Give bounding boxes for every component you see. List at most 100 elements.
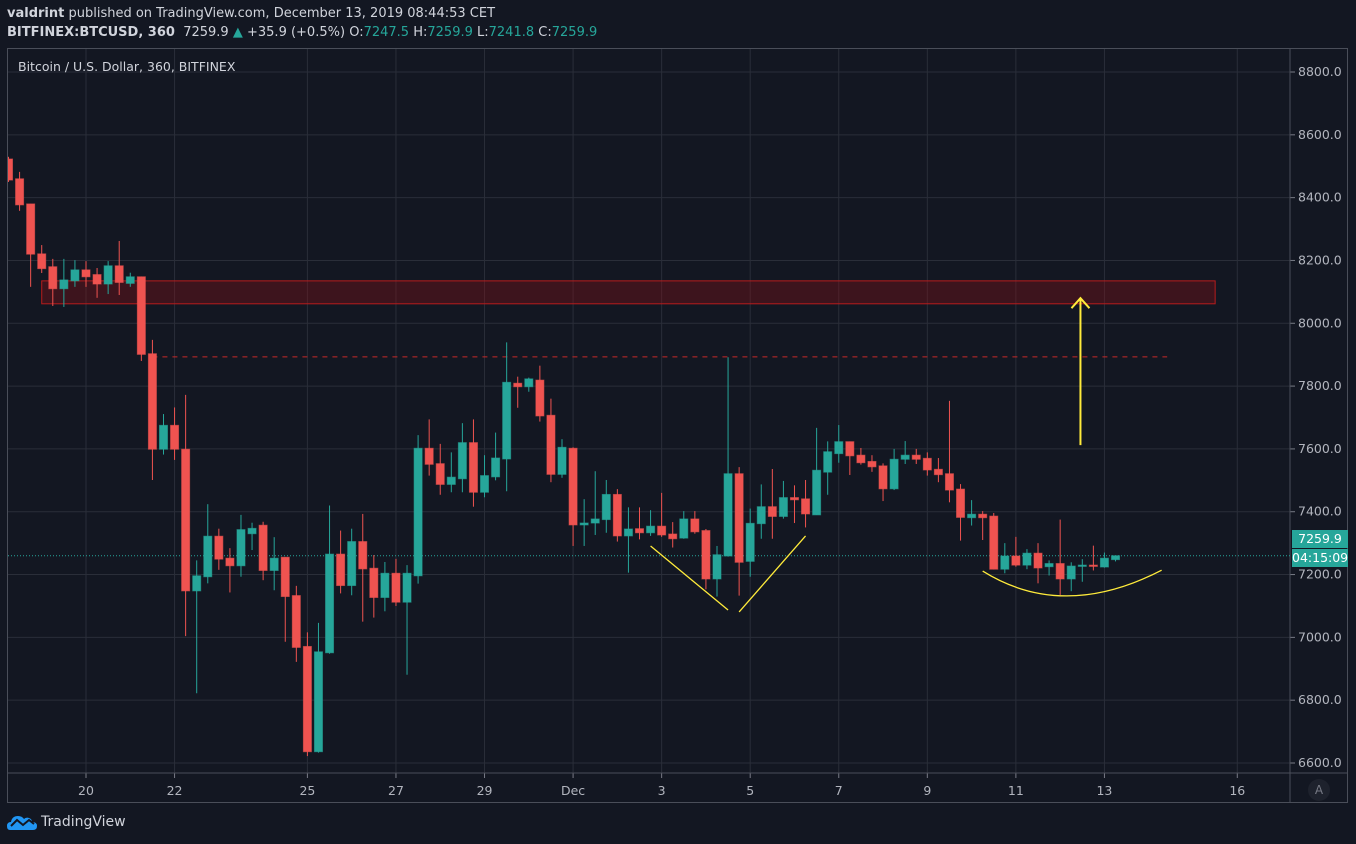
candle [125,276,135,284]
candle [236,529,246,567]
price-tick-label: 6600.0 [1298,755,1342,770]
author[interactable]: valdrint [7,6,65,21]
candle [767,506,777,517]
candle [26,203,36,255]
publish-text: published on TradingView.com, December 1… [64,6,496,21]
time-tick-label: 7 [835,783,843,798]
open-label: O: [349,25,364,40]
candle [989,515,999,570]
open-value: 7247.5 [363,25,410,40]
current-price-label: 7259.9 [1292,530,1348,548]
candle [1000,555,1010,570]
high-value: 7259.9 [427,25,473,40]
candle [347,541,357,587]
candle [922,457,932,471]
time-tick-label: 13 [1096,783,1112,798]
candle [546,414,556,475]
candle [956,488,966,518]
price-tick-label: 7000.0 [1298,629,1342,644]
arrow-head-icon [1070,296,1091,309]
symbol-info: BITFINEX:BTCUSD, 360 7259.9 ▲ +35.9 (+0.… [7,25,597,40]
time-tick-label: 20 [78,783,94,798]
candle [280,556,290,598]
high-label: H: [413,25,428,40]
footer-brand[interactable]: TradingView [7,813,126,831]
candle [336,553,346,587]
candle [8,158,14,181]
time-tick-label: Dec [561,783,585,798]
price-tick-label: 8600.0 [1298,127,1342,142]
candle [524,378,534,388]
price-tick-label: 7800.0 [1298,378,1342,393]
candle [413,447,423,577]
candle [646,525,656,534]
candle [856,454,866,464]
candle [557,446,567,475]
plot-area[interactable] [5,156,1290,757]
candle [668,533,678,540]
candle [878,465,888,490]
change: +35.9 (+0.5%) [247,25,346,40]
up-triangle-icon: ▲ [232,25,243,40]
chart-title: Bitcoin / U.S. Dollar, 360, BITFINEX [18,59,236,74]
candle [867,460,877,468]
candle [579,522,589,526]
candle [1022,552,1032,566]
brand-name: TradingView [41,814,126,830]
bar-countdown: 04:15:09 [1292,549,1349,567]
time-tick-label: 3 [658,783,666,798]
time-tick-label: 27 [388,783,404,798]
candle [457,442,467,480]
candle [701,530,711,580]
price-tick-label: 8200.0 [1298,252,1342,267]
candle [679,518,689,539]
publish-info: valdrint published on TradingView.com, D… [7,6,495,21]
candle [70,269,80,282]
candle [590,518,600,524]
candle [103,265,113,285]
candle [778,497,788,517]
candle [612,493,622,537]
low-value: 7241.8 [488,25,535,40]
candle [1088,564,1098,567]
candle [48,266,58,290]
candle [214,535,224,560]
candle [535,379,545,417]
candle [789,497,799,501]
candle [269,557,279,571]
auto-scale-button[interactable]: A [1308,779,1330,801]
candle [358,541,368,570]
close-value: 7259.9 [551,25,598,40]
candle [513,382,523,388]
candle [247,527,257,535]
price-tick-label: 8400.0 [1298,190,1342,205]
candle [170,424,180,450]
candle [944,473,954,491]
candle [1033,552,1043,569]
price-tick-label: 8000.0 [1298,315,1342,330]
candle [468,442,478,493]
price-tick-label: 6800.0 [1298,692,1342,707]
symbol: BITFINEX:BTCUSD, 360 [7,25,175,40]
candle [181,448,191,592]
candle [801,498,811,515]
candle [446,476,456,485]
price-tick-label: 7600.0 [1298,441,1342,456]
candle [834,441,844,455]
candle [369,567,379,598]
candle [491,457,501,478]
tradingview-cloud-icon [7,816,37,830]
candle [1066,565,1076,580]
candle [158,424,168,450]
candle [1111,555,1121,561]
low-label: L: [477,25,489,40]
candle [845,441,855,457]
candle [81,269,91,278]
candle [900,454,910,460]
candle [147,353,157,450]
candle [823,451,833,473]
candle [635,528,644,534]
candle [812,469,822,516]
candle [15,178,25,206]
